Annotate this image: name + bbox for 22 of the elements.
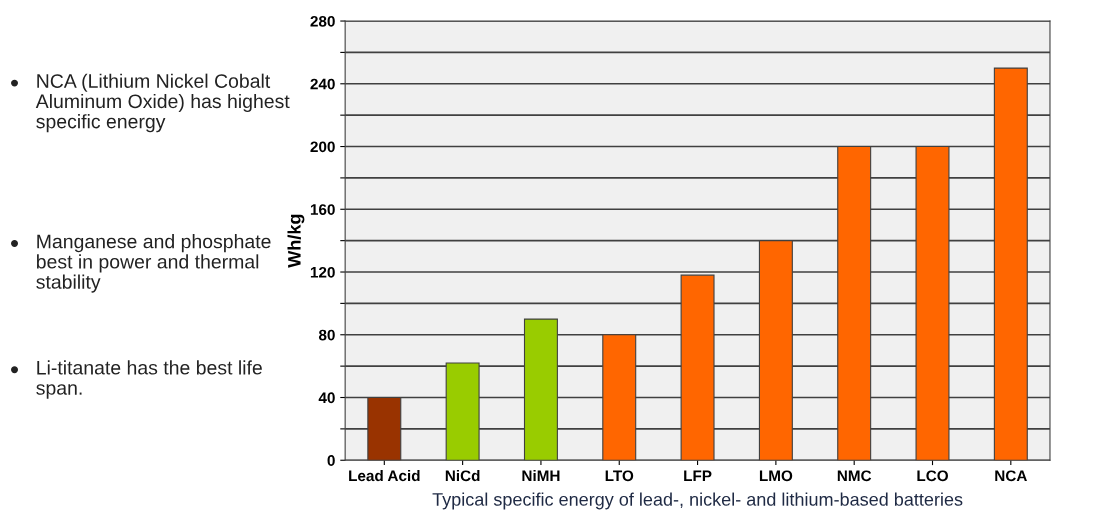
x-tick-label: NCA	[995, 470, 1027, 482]
y-tick-label: 0	[327, 455, 335, 466]
text: Li-titanate has the best life span.	[36, 360, 262, 399]
x-tick-label: LCO	[917, 470, 948, 482]
y-tick-label: 160	[310, 204, 335, 215]
x-axis-title: Typical specific energy of lead-, nickel- and lithium-based batteries	[432, 492, 963, 510]
text: Manganese and phosphate best in power and thermal stability	[36, 234, 271, 293]
x-tick-label: LTO	[605, 470, 634, 482]
y-tick-label: 80	[318, 329, 335, 341]
y-tick-label: 280	[310, 15, 335, 27]
y-tick-label: 240	[310, 78, 335, 90]
x-tick-label: NiCd	[445, 469, 480, 482]
y-axis-title: Wh/kg	[287, 214, 305, 268]
y-tick-label: 120	[310, 266, 335, 278]
x-tick-label: LMO	[759, 470, 793, 482]
text: NCA (Lithium Nickel Cobalt Aluminum Oxide) has highest specific energy	[35, 73, 290, 133]
x-tick-label: LFP	[684, 470, 712, 482]
x-tick-label: NiMH	[522, 469, 560, 482]
x-tick-label: Lead Acid	[349, 469, 420, 482]
y-tick-label: 40	[318, 392, 335, 404]
y-tick-label: 200	[310, 141, 335, 153]
x-tick-label: NMC	[837, 470, 872, 482]
